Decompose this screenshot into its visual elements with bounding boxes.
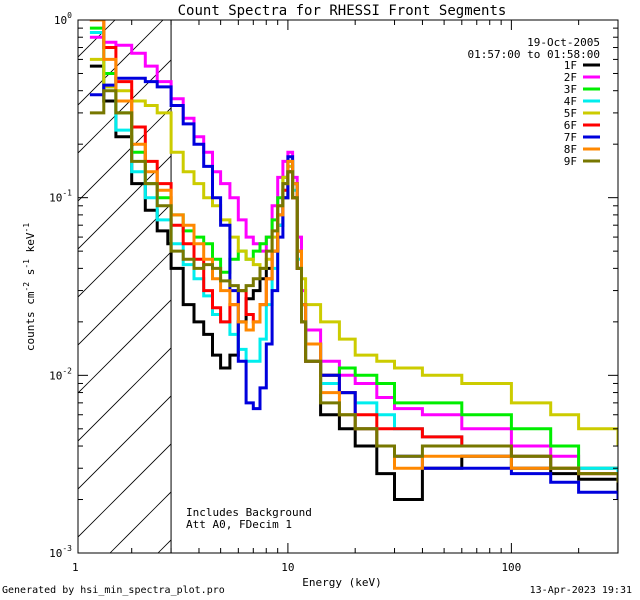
x-tick-label: 10 [281, 561, 294, 574]
time-range-label: 01:57:00 to 01:58:00 [468, 48, 600, 61]
footer-generated-by: Generated by hsi_min_spectra_plot.pro [2, 585, 225, 596]
hatch-line [78, 203, 172, 298]
y-tick-label: 10-1 [49, 189, 72, 205]
footer-timestamp: 13-Apr-2023 19:31 [529, 585, 632, 596]
hatched-region [0, 0, 640, 553]
legend-label-4F: 4F [564, 95, 577, 108]
plot-frame [77, 19, 619, 554]
hatch-line [78, 347, 172, 442]
hatch-line [78, 299, 172, 394]
note-attenuator: Att A0, FDecim 1 [186, 518, 292, 531]
hatch-line [109, 491, 172, 553]
hatch-line [78, 251, 172, 346]
hatch-line [78, 20, 164, 106]
series-group [89, 20, 618, 501]
y-tick-label: 100 [54, 11, 72, 27]
legend-label-9F: 9F [564, 155, 577, 168]
hatch-line [78, 395, 172, 490]
hatch-line [254, 0, 640, 553]
legend-label-8F: 8F [564, 143, 577, 156]
legend-label-3F: 3F [564, 83, 577, 96]
series-1F-line [89, 64, 618, 501]
legend-label-6F: 6F [564, 119, 577, 132]
hatch-line [78, 443, 172, 538]
x-axis-ticks: 10 100 1 [72, 20, 619, 574]
x-axis-label: Energy (keV) [302, 576, 381, 589]
y-axis-ticks: 10-3 10-2 10-1 100 [49, 11, 618, 560]
y-axis-label: counts cm-2 s-1 keV-1 [22, 223, 37, 351]
x-tick-label: 1 [72, 561, 79, 574]
legend-label-7F: 7F [564, 131, 577, 144]
hatch-line [78, 155, 172, 250]
y-tick-label: 10-3 [49, 544, 72, 560]
series-5F-line [89, 57, 618, 446]
hatch-line [78, 107, 172, 202]
date-label: 19-Oct-2005 [527, 36, 600, 49]
legend-label-2F: 2F [564, 71, 577, 84]
chart-title: Count Spectra for RHESSI Front Segments [178, 3, 507, 19]
hatch-line [0, 0, 106, 553]
x-tick-label: 100 [501, 561, 521, 574]
note-background: Includes Background [186, 506, 312, 519]
legend-label-1F: 1F [564, 59, 577, 72]
legend-label-5F: 5F [564, 107, 577, 120]
series-9F-line [89, 89, 618, 483]
y-tick-label: 10-2 [49, 366, 72, 382]
